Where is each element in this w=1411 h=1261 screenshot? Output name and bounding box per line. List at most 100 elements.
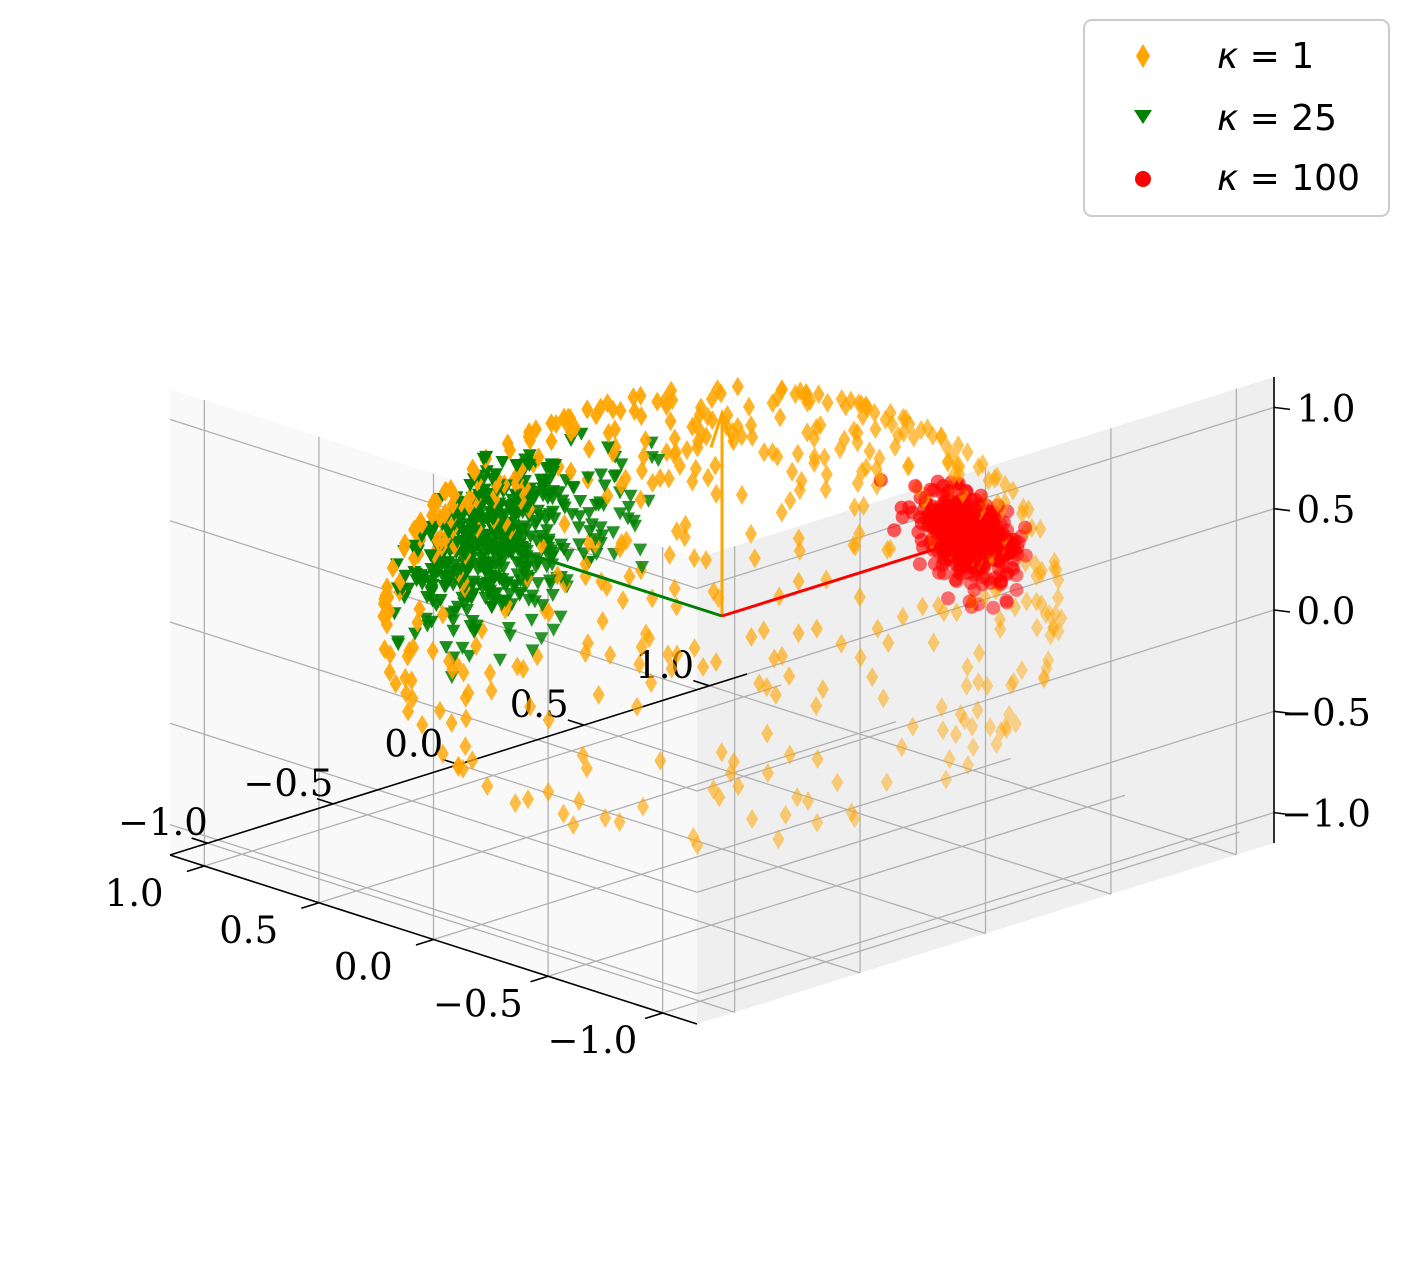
- point-diamond-0-357: [801, 422, 814, 443]
- point-diamond-0-83: [707, 581, 720, 602]
- point-diamond-0-152: [783, 744, 796, 765]
- point-triangle-down-1-230: [539, 524, 554, 538]
- point-diamond-0-341: [688, 548, 701, 569]
- point-triangle-down-1-375: [539, 560, 554, 574]
- point-diamond-0-480: [485, 680, 498, 701]
- point-diamond-0-149: [873, 448, 886, 469]
- y-tick-mark-0: [191, 837, 208, 844]
- point-diamond-0-192: [679, 514, 692, 535]
- point-triangle-down-1-426: [501, 621, 516, 635]
- point-diamond-0-127: [640, 623, 653, 644]
- point-diamond-0-247: [551, 565, 564, 586]
- legend-marker-kappa-100: [1135, 171, 1151, 187]
- point-diamond-0-242: [791, 787, 804, 808]
- point-diamond-0-140: [847, 420, 860, 441]
- point-triangle-down-1-369: [565, 480, 580, 494]
- point-diamond-0-296: [1047, 617, 1060, 638]
- point-triangle-down-1-302: [613, 507, 628, 521]
- point-triangle-down-1-62: [407, 565, 422, 579]
- point-diamond-0-141: [702, 467, 715, 488]
- point-diamond-0-240: [847, 535, 860, 556]
- point-diamond-0-173: [411, 612, 424, 633]
- point-diamond-0-107: [857, 495, 870, 516]
- point-diamond-0-211: [753, 673, 766, 694]
- point-triangle-down-1-270: [390, 635, 405, 649]
- point-diamond-0-423: [748, 548, 761, 569]
- point-diamond-0-339: [1000, 719, 1013, 740]
- point-triangle-down-1-168: [418, 612, 433, 626]
- x-tick-mark-2: [415, 938, 434, 946]
- point-triangle-down-1-6: [518, 453, 533, 467]
- point-diamond-0-383: [542, 781, 555, 802]
- point-triangle-down-1-443: [600, 441, 615, 455]
- point-diamond-0-293: [689, 458, 702, 479]
- point-diamond-0-59: [845, 802, 858, 823]
- point-diamond-0-116: [853, 523, 866, 544]
- point-triangle-down-1-239: [553, 538, 568, 552]
- point-diamond-0-113: [1044, 625, 1057, 646]
- point-diamond-0-40: [818, 447, 831, 468]
- point-diamond-0-366: [670, 521, 683, 542]
- point-diamond-0-188: [808, 447, 821, 468]
- point-diamond-0-67: [680, 439, 693, 460]
- z-tick-mark-4: [1273, 406, 1291, 411]
- point-diamond-0-465: [819, 479, 832, 500]
- point-diamond-0-232: [949, 724, 962, 745]
- point-diamond-0-468: [853, 587, 866, 608]
- point-diamond-0-491: [821, 392, 834, 413]
- point-diamond-0-312: [431, 530, 444, 551]
- point-diamond-0-350: [863, 441, 876, 462]
- point-diamond-0-385: [742, 396, 755, 417]
- point-diamond-0-313: [1038, 667, 1051, 688]
- point-triangle-down-1-12: [588, 498, 603, 512]
- point-triangle-down-1-34: [593, 521, 608, 535]
- point-diamond-0-81: [463, 487, 476, 508]
- point-diamond-0-367: [426, 640, 439, 661]
- point-diamond-0-88: [779, 805, 792, 826]
- point-diamond-0-411: [972, 457, 985, 478]
- z-tick-label-1: −0.5: [1281, 691, 1371, 734]
- point-diamond-0-185: [906, 716, 919, 737]
- point-triangle-down-1-436: [545, 588, 560, 602]
- point-triangle-down-1-229: [476, 452, 491, 466]
- point-diamond-0-179: [1037, 669, 1050, 690]
- point-diamond-0-326: [445, 712, 458, 733]
- point-diamond-0-209: [792, 571, 805, 592]
- point-diamond-0-25: [462, 683, 475, 704]
- point-circle-2-368: [894, 500, 909, 515]
- point-diamond-0-311: [594, 397, 607, 418]
- point-diamond-0-369: [877, 688, 890, 709]
- point-diamond-0-101: [1005, 675, 1018, 696]
- point-diamond-0-225: [981, 675, 994, 696]
- point-diamond-0-431: [660, 442, 673, 463]
- point-diamond-0-234: [710, 651, 723, 672]
- point-circle-2-463: [908, 479, 923, 494]
- point-diamond-0-459: [615, 533, 628, 554]
- point-diamond-0-384: [583, 438, 596, 459]
- point-diamond-0-18: [745, 523, 758, 544]
- point-diamond-0-280: [651, 391, 664, 412]
- point-diamond-0-62: [792, 528, 805, 549]
- point-diamond-0-226: [442, 651, 455, 672]
- point-triangle-down-1-155: [572, 538, 587, 552]
- point-triangle-down-1-437: [534, 632, 549, 646]
- point-diamond-0-106: [509, 793, 522, 814]
- red-mean-direction-head: [937, 535, 978, 560]
- point-triangle-down-1-141: [524, 613, 539, 627]
- point-diamond-0-284: [1039, 604, 1052, 625]
- point-diamond-0-238: [501, 433, 514, 454]
- point-diamond-0-128: [943, 749, 956, 770]
- point-diamond-0-377: [869, 419, 882, 440]
- point-diamond-0-95: [1052, 621, 1065, 642]
- point-diamond-0-102: [400, 683, 413, 704]
- point-diamond-0-388: [460, 708, 473, 729]
- point-diamond-0-346: [711, 379, 724, 400]
- legend-entry-kappa-25: κ = 25: [1217, 98, 1337, 139]
- point-triangle-down-1-179: [588, 533, 603, 547]
- point-diamond-0-403: [614, 400, 627, 421]
- x-tick-label-1: −0.5: [433, 982, 523, 1025]
- point-diamond-0-150: [941, 451, 954, 472]
- point-diamond-0-228: [523, 422, 536, 443]
- point-diamond-0-235: [820, 464, 833, 485]
